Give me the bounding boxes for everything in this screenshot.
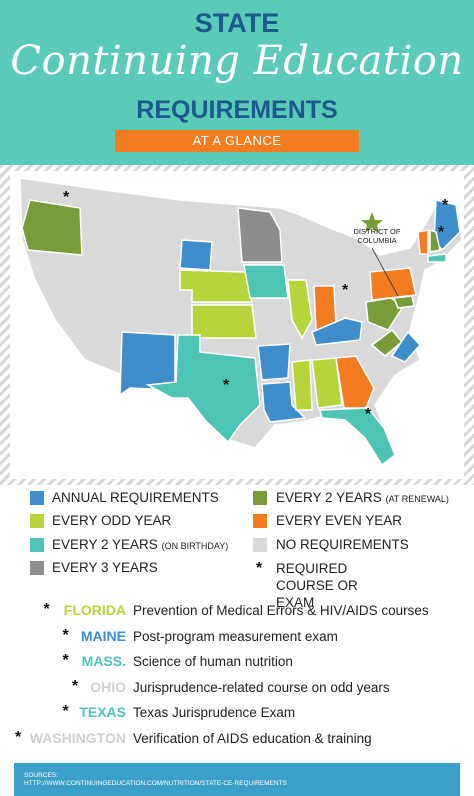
map-star: *: [442, 197, 449, 214]
legend-label-note: (ON BIRTHDAY): [161, 541, 229, 551]
legend-swatch: [30, 491, 44, 505]
note-star: *: [62, 652, 69, 670]
legend-label: EVERY 3 YEARS: [52, 560, 158, 575]
state-alabama: [311, 357, 343, 409]
sources: SOURCES: HTTP://WWW.CONTINUINGEDUCATION.…: [14, 763, 460, 796]
note-text: Prevention of Medical Errors & HIV/AIDS …: [133, 603, 429, 618]
note-star: *: [43, 601, 50, 618]
state-massachusetts: [427, 253, 447, 263]
dc-pointer: [371, 247, 399, 297]
note-state: MAINE: [80, 627, 126, 644]
state-kentucky: [311, 317, 363, 346]
map-star: *: [63, 189, 70, 206]
state-west-virginia: [365, 297, 406, 331]
state-georgia: [335, 355, 375, 409]
legend-label: EVERY 2 YEARS (AT RENEWAL): [276, 490, 449, 505]
header: STATE Continuing Education REQUIREMENTS …: [0, 0, 474, 165]
banner: AT A GLANCE: [115, 130, 359, 152]
note-star: *: [62, 626, 69, 644]
map-area: DISTRICT OF COLUMBIA * * * * * *: [10, 171, 464, 479]
us-map: [19, 177, 463, 467]
legend-swatch: [253, 538, 267, 552]
map-star: *: [438, 224, 445, 241]
note-text: Science of human nutrition: [133, 654, 293, 670]
note-text: Verification of AIDS education & trainin…: [133, 731, 372, 746]
legend-label-note: (AT RENEWAL): [385, 494, 449, 504]
note-star: *: [15, 729, 22, 746]
sources-url: HTTP://WWW.CONTINUINGEDUCATION.COM/NUTRI…: [24, 780, 287, 787]
legend-label: EVERY ODD YEAR: [52, 513, 172, 528]
legend-label-main: EVERY 2 YEARS: [52, 537, 158, 552]
note-state: WASHINGTON: [29, 730, 126, 746]
state-pennsylvania: [369, 267, 417, 301]
legend-swatch: [253, 491, 267, 505]
dc-star: [361, 212, 383, 233]
state-texas: [145, 334, 261, 444]
state-florida: [319, 407, 396, 467]
state-oregon: [21, 199, 83, 256]
state-wyoming: [179, 239, 213, 271]
state-maryland: [392, 295, 415, 309]
note-text: Texas Jurisprudence Exam: [133, 705, 296, 721]
legend-label: EVERY EVEN YEAR: [276, 513, 403, 528]
state-north-carolina: [390, 330, 422, 363]
legend-label: REQUIRED COURSE OR EXAM: [276, 561, 358, 610]
legend-label-main: EVERY 2 YEARS: [276, 490, 382, 505]
map-star: *: [223, 377, 230, 394]
legend-label: EVERY 2 YEARS (ON BIRTHDAY): [52, 537, 228, 552]
note-state: TEXAS: [79, 704, 126, 721]
note-text: Jurisprudence-related course on odd year…: [133, 679, 390, 695]
map-star: *: [365, 406, 372, 423]
legend-label: ANNUAL REQUIREMENTS: [52, 490, 219, 505]
state-arkansas: [257, 343, 291, 381]
state-vermont: [417, 229, 429, 255]
note-star: *: [62, 703, 69, 721]
title-top: STATE: [194, 8, 280, 38]
legend-swatch: [253, 514, 267, 528]
state-louisiana: [261, 381, 307, 423]
note-state: FLORIDA: [63, 602, 126, 618]
legend-label: NO REQUIREMENTS: [276, 537, 409, 552]
state-new-hampshire: [429, 228, 441, 253]
state-mississippi: [291, 359, 313, 411]
state-iowa: [243, 264, 289, 299]
note-state: MASS.: [81, 653, 126, 670]
legend-swatch: [30, 538, 44, 552]
state-illinois: [287, 279, 313, 340]
title-script: Continuing Education: [10, 38, 464, 84]
note-star: *: [72, 677, 79, 695]
map-star: *: [342, 282, 349, 299]
state-new-mexico: [119, 331, 176, 397]
map-frame: DISTRICT OF COLUMBIA * * * * * *: [0, 165, 474, 485]
note-text: Post-program measurement exam: [133, 628, 338, 644]
state-kansas: [191, 304, 257, 339]
state-minnesota: [237, 207, 283, 263]
title-bottom: REQUIREMENTS: [136, 96, 338, 124]
dc-label: DISTRICT OF COLUMBIA: [353, 227, 401, 245]
legend-swatch: [30, 561, 44, 575]
legend-star: *: [256, 560, 263, 577]
sources-label: SOURCES:: [24, 772, 58, 779]
legend-swatch: [30, 514, 44, 528]
note-state: OHIO: [90, 678, 126, 695]
